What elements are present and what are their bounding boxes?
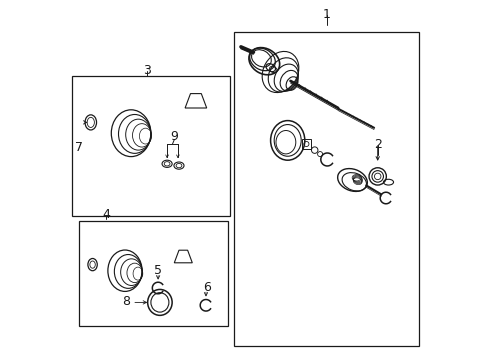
Bar [79, 221, 228, 326]
Bar [72, 76, 230, 216]
Text: 9: 9 [170, 130, 178, 143]
Text: 1: 1 [322, 8, 330, 21]
Text: 2: 2 [373, 138, 381, 150]
Bar [233, 32, 418, 346]
Text: 5: 5 [154, 264, 162, 277]
Text: 8: 8 [122, 295, 129, 308]
Text: 6: 6 [203, 281, 210, 294]
Text: 3: 3 [143, 64, 151, 77]
Bar [301, 139, 310, 149]
Text: 4: 4 [102, 208, 110, 221]
Text: 7: 7 [74, 141, 82, 154]
